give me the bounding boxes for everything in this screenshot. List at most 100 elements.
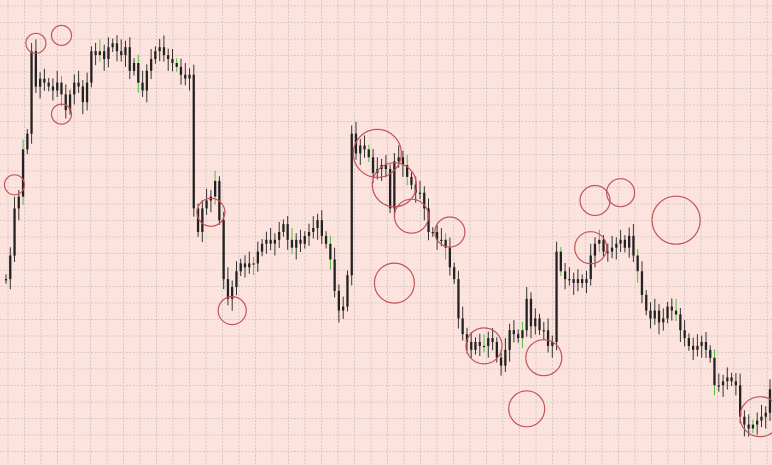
candle-body bbox=[179, 66, 183, 75]
candle-body bbox=[435, 232, 439, 240]
candle-body bbox=[150, 59, 153, 71]
candle-body bbox=[461, 318, 464, 335]
candle-body bbox=[457, 279, 460, 319]
highlight-circle bbox=[605, 178, 636, 208]
candle-body bbox=[499, 357, 503, 366]
candle-body bbox=[700, 342, 703, 346]
highlight-circle bbox=[465, 327, 503, 365]
candle-body bbox=[760, 416, 763, 421]
candle-body bbox=[581, 279, 584, 283]
candle-body bbox=[13, 208, 16, 256]
candle-body bbox=[273, 239, 276, 244]
candle-body bbox=[585, 279, 588, 283]
candle-body bbox=[312, 228, 315, 232]
highlight-circle bbox=[371, 162, 417, 208]
highlight-circle bbox=[373, 262, 415, 304]
candle-body bbox=[768, 389, 772, 413]
candle-body bbox=[529, 298, 533, 327]
candle-body bbox=[26, 133, 29, 150]
candle-body bbox=[342, 306, 345, 311]
candle-body bbox=[593, 243, 597, 256]
candle-body bbox=[453, 267, 456, 280]
candle-body bbox=[132, 63, 136, 71]
candle-body bbox=[77, 82, 80, 87]
candle-body bbox=[256, 251, 259, 264]
candle-body bbox=[303, 235, 306, 244]
candle-body bbox=[538, 318, 541, 331]
candle-body bbox=[346, 275, 349, 307]
highlight-circle bbox=[3, 174, 26, 196]
candle-body bbox=[222, 220, 225, 280]
highlight-circle bbox=[50, 24, 73, 47]
candle-body bbox=[278, 232, 281, 240]
candle-body bbox=[333, 259, 336, 291]
candle-body bbox=[534, 318, 537, 327]
candle-body bbox=[137, 63, 140, 83]
candle-body bbox=[115, 43, 119, 52]
candle-body bbox=[21, 149, 25, 197]
candle-body bbox=[43, 78, 46, 83]
candle-body bbox=[589, 255, 592, 280]
candle-body bbox=[602, 239, 605, 252]
candle-body bbox=[645, 294, 648, 311]
highlight-circle bbox=[525, 339, 563, 377]
candle-body bbox=[418, 192, 422, 194]
candle-body bbox=[81, 86, 84, 103]
candle-body bbox=[487, 338, 490, 346]
candle-body bbox=[568, 279, 571, 281]
candle-body bbox=[444, 239, 447, 248]
candle-body bbox=[470, 342, 473, 350]
candle-body bbox=[559, 251, 562, 272]
candle-body bbox=[478, 342, 481, 346]
candle-body bbox=[598, 239, 601, 244]
candle-body bbox=[171, 59, 174, 63]
candle-body bbox=[73, 82, 76, 95]
candle-body bbox=[734, 381, 737, 386]
candle-body bbox=[235, 271, 238, 287]
candle-body bbox=[674, 310, 678, 315]
candle-body bbox=[440, 239, 443, 241]
highlight-circle bbox=[508, 390, 546, 428]
candle-body bbox=[406, 165, 409, 177]
candle-body bbox=[107, 47, 110, 59]
candle-body bbox=[431, 232, 434, 234]
candle-body bbox=[248, 263, 251, 268]
candle-body bbox=[269, 239, 272, 244]
candle-body bbox=[696, 345, 699, 350]
candle-body bbox=[730, 377, 733, 382]
highlight-circle bbox=[196, 197, 226, 227]
candle-body bbox=[704, 342, 708, 350]
candle-body bbox=[359, 145, 362, 154]
candle-body bbox=[47, 82, 50, 87]
candle-body bbox=[205, 200, 208, 209]
candles bbox=[4, 35, 772, 437]
candle-body bbox=[90, 51, 93, 83]
candle-body bbox=[34, 51, 37, 87]
candle-body bbox=[542, 330, 545, 332]
candle-body bbox=[282, 224, 285, 232]
candle-body bbox=[389, 169, 392, 209]
candle-body bbox=[555, 251, 558, 342]
candle-body bbox=[679, 314, 682, 331]
candle-body bbox=[448, 247, 451, 268]
candle-body bbox=[628, 235, 631, 248]
candle-body bbox=[512, 330, 515, 335]
highlight-circle bbox=[25, 32, 47, 54]
candle-body bbox=[17, 196, 20, 209]
candle-body bbox=[551, 342, 554, 346]
candle-body bbox=[316, 220, 319, 229]
highlight-circle bbox=[739, 396, 772, 438]
candle-body bbox=[214, 180, 217, 197]
candle-body bbox=[619, 239, 622, 244]
highlight-circle bbox=[217, 296, 247, 326]
candle-body bbox=[196, 208, 200, 232]
candle-body bbox=[564, 271, 567, 280]
candle-body bbox=[397, 157, 400, 162]
candle-body bbox=[410, 176, 413, 185]
candle-body bbox=[239, 263, 242, 272]
candle-body bbox=[717, 385, 720, 387]
candle-body bbox=[286, 224, 289, 240]
candle-body bbox=[640, 271, 644, 295]
